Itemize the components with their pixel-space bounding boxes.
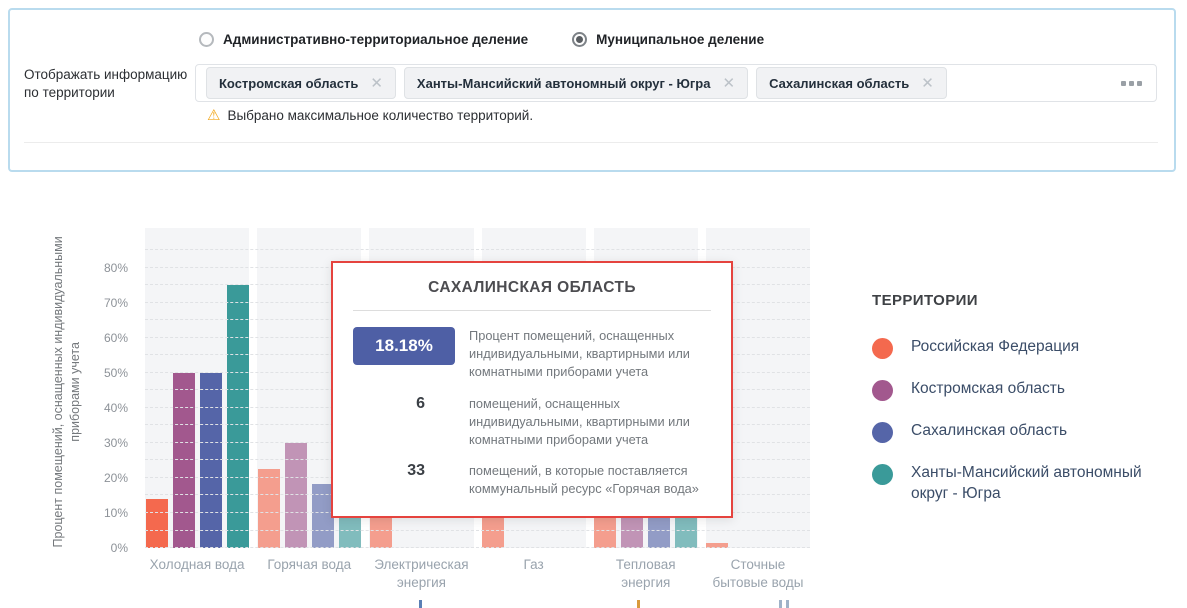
y-tick-label: 10% [103, 506, 128, 520]
x-axis-category-label: Горячая вода [267, 557, 352, 572]
tooltip-row-text: помещений, в которые поставляется коммун… [469, 463, 699, 497]
radio-icon [199, 32, 214, 47]
y-tick-label: 0% [110, 541, 128, 555]
bar-2-российская[interactable] [257, 469, 280, 548]
territory-tag-label: Сахалинская область [769, 75, 910, 91]
radio-label: Административно-территориальное деление [223, 32, 529, 47]
gridline [145, 529, 810, 531]
division-radio-group: Административно-территориальное деление М… [199, 32, 764, 47]
legend-color-dot [872, 422, 893, 443]
close-icon[interactable]: ✕ [370, 74, 383, 92]
max-territories-warning: ⚠ Выбрано максимальное количество террит… [207, 108, 533, 123]
territory-tags-input[interactable]: Костромская область ✕ Ханты-Мансийский авт… [195, 64, 1157, 102]
y-tick-label: 30% [103, 435, 128, 450]
bar-2-костромская[interactable] [284, 442, 307, 548]
radio-division-option-1[interactable]: Административно-территориальное деление [199, 32, 528, 47]
territory-tag-label: Костромская область [219, 75, 359, 91]
legend-item-label: Костромская область [911, 380, 1065, 397]
y-tick-label: 20% [103, 470, 128, 485]
y-tick-label: 50% [103, 365, 128, 380]
cutoff-element-gray-2 [786, 600, 789, 608]
legend-color-dot [872, 380, 893, 401]
x-axis-category-label: Газ [523, 557, 544, 572]
bar-2-сахалинская[interactable] [311, 484, 334, 548]
territory-tag-label: Ханты-Мансийский автономный округ - Югра [416, 75, 711, 91]
cutoff-element-gray-1 [779, 600, 782, 608]
tooltip-value-badge: 18.18% [353, 327, 455, 365]
y-axis-ticks: 0% 10% 20% 30% 40% 50% 60% 70% 80% [90, 228, 136, 555]
ellipsis-icon[interactable] [1117, 75, 1146, 92]
warning-triangle-icon: ⚠ [207, 107, 221, 124]
bar-slot [257, 469, 280, 548]
bar-slot [706, 542, 729, 548]
legend-item[interactable]: Костромская область [872, 379, 1172, 401]
gridline [145, 547, 810, 548]
bar-slot [284, 442, 307, 548]
radio-icon [572, 32, 588, 47]
bar-6-российская[interactable] [706, 542, 729, 548]
bar-slot [145, 499, 168, 548]
close-icon[interactable]: ✕ [722, 74, 736, 92]
tooltip-title: САХАЛИНСКАЯ ОБЛАСТЬ [428, 279, 636, 296]
y-tick-label: 60% [103, 330, 128, 345]
tooltip-row: 33 помещений, в которые поставляется комм… [353, 462, 711, 498]
legend-color-dot [872, 338, 893, 359]
radio-division-option-2[interactable]: Муниципальное деление [572, 32, 764, 47]
legend-item[interactable]: Сахалинская область [872, 421, 1172, 443]
legend-item[interactable]: Ханты-Мансийский автономный округ - Югра [872, 463, 1172, 505]
tooltip-row: 18.18% Процент помещений, оснащенных инди… [353, 327, 711, 381]
y-axis-title: Процент помещений, оснащенных индивидуал… [51, 236, 82, 548]
legend-title: ТЕРРИТОРИИ [872, 292, 978, 309]
bar-slot [311, 484, 334, 548]
warning-text: Выбрано максимальное количество территор… [227, 108, 534, 123]
x-axis-category-label: Сточные бытовые воды [712, 557, 804, 590]
tooltip-row-text: Процент помещений, оснащенных индивидуал… [469, 328, 690, 379]
tooltip-value: 33 [407, 462, 425, 480]
close-icon[interactable]: ✕ [921, 74, 934, 92]
y-tick-label: 80% [103, 260, 128, 275]
legend-color-dot [872, 464, 893, 485]
bar-group [706, 228, 810, 548]
x-axis-labels: Холодная вода Горячая вода Электрическая э… [145, 556, 810, 591]
legend-item[interactable]: Российская Федерация [872, 337, 1172, 359]
bar-1-российская[interactable] [145, 499, 168, 548]
territory-filter-label: Отображать информацию по территории [24, 67, 188, 100]
tooltip-rows: 18.18% Процент помещений, оснащенных инди… [353, 327, 711, 498]
tooltip-row-text: помещений, оснащенных индивидуальными, к… [469, 395, 690, 447]
legend-items: Российская Федерация Костромская область С… [872, 337, 1172, 505]
territory-tag[interactable]: Сахалинская область ✕ [756, 67, 947, 99]
radio-label: Муниципальное деление [596, 32, 765, 47]
cutoff-element-orange [637, 600, 640, 608]
bar-1-ханты-мансийский[interactable] [226, 285, 249, 548]
legend-item-label: Ханты-Мансийский автономный округ - Югра [911, 464, 1142, 502]
x-axis-category-label: Тепловая энергия [615, 557, 676, 590]
chart-tooltip: САХАЛИНСКАЯ ОБЛАСТЬ 18.18% Процент помеще… [331, 261, 733, 519]
bar-slot [226, 285, 249, 548]
y-tick-label: 70% [103, 295, 128, 310]
territory-filter-panel: Административно-территориальное деление М… [8, 8, 1176, 172]
tooltip-divider [353, 310, 711, 311]
legend-item-label: Российская Федерация [911, 338, 1080, 355]
y-tick-label: 40% [103, 400, 128, 415]
tooltip-value: 6 [416, 394, 425, 412]
tooltip-row: 6 помещений, оснащенных индивидуальными, … [353, 395, 711, 449]
bar-group [145, 228, 249, 548]
territory-tag[interactable]: Ханты-Мансийский автономный округ - Югра… [403, 67, 749, 99]
cutoff-element-blue [419, 600, 422, 608]
legend-item-label: Сахалинская область [911, 422, 1068, 439]
x-axis-category-label: Электрическая энергия [374, 557, 469, 590]
x-axis-category-label: Холодная вода [149, 557, 245, 572]
gridline [145, 249, 810, 251]
panel-divider [24, 142, 1158, 143]
territory-tag[interactable]: Костромская область ✕ [206, 67, 396, 99]
chart-legend: ТЕРРИТОРИИ Российская Федерация Костромск… [872, 292, 1172, 505]
